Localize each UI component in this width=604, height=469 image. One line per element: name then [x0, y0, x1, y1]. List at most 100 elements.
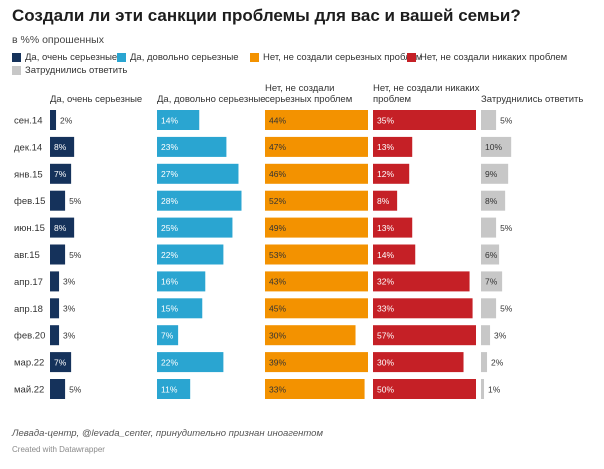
data-label: 15%	[161, 304, 178, 314]
chart-subtitle: в %% опрошенных	[12, 34, 104, 46]
bar	[373, 110, 476, 130]
data-label: 3%	[494, 331, 507, 341]
data-label: 35%	[377, 115, 394, 125]
bar	[481, 244, 500, 265]
credit[interactable]: Created with Datawrapper	[12, 445, 105, 454]
data-label: 14%	[377, 250, 394, 260]
data-label: 49%	[269, 223, 286, 233]
row-label: фев.15	[14, 196, 45, 207]
data-label: 13%	[377, 223, 394, 233]
bar	[373, 136, 413, 157]
data-label: 53%	[269, 250, 286, 260]
data-label: 7%	[485, 277, 498, 287]
bar	[265, 379, 365, 399]
column-header: проблем	[373, 94, 411, 105]
data-label: 43%	[269, 277, 286, 287]
data-label: 3%	[63, 331, 76, 341]
bar	[481, 271, 503, 292]
data-label: 27%	[161, 169, 178, 179]
bar	[50, 244, 66, 265]
data-label: 47%	[269, 142, 286, 152]
bar	[265, 217, 368, 238]
bar	[373, 352, 464, 373]
legend-swatch	[12, 66, 21, 75]
data-label: 8%	[54, 142, 67, 152]
bar	[50, 271, 60, 292]
data-label: 8%	[54, 223, 67, 233]
data-label: 7%	[54, 357, 67, 367]
bar	[50, 110, 57, 130]
bar	[157, 163, 239, 184]
bar	[481, 163, 509, 184]
row-label: апр.18	[14, 304, 43, 315]
bar	[265, 244, 368, 265]
data-label: 8%	[485, 196, 498, 206]
data-label: 50%	[377, 384, 394, 394]
row-label: фев.20	[14, 331, 45, 342]
bar	[373, 298, 473, 319]
row-label: авг.15	[14, 250, 40, 261]
bar	[373, 163, 410, 184]
bar	[157, 244, 224, 265]
bar	[50, 163, 72, 184]
bar	[373, 217, 413, 238]
data-label: 8%	[377, 196, 390, 206]
bar	[157, 298, 203, 319]
column-header: Нет, не создали никаких	[373, 83, 480, 94]
legend-label: Да, довольно серьезные	[130, 52, 239, 63]
bar	[481, 110, 497, 130]
bar	[481, 379, 485, 399]
bar	[373, 244, 416, 265]
bar	[373, 379, 476, 399]
bar	[265, 190, 368, 211]
bar	[50, 325, 60, 346]
bar	[481, 217, 497, 238]
bar	[50, 379, 66, 399]
bar	[50, 190, 66, 211]
bar	[157, 271, 206, 292]
data-label: 22%	[161, 250, 178, 260]
bar	[265, 352, 368, 373]
data-label: 5%	[500, 223, 513, 233]
bar	[265, 271, 368, 292]
data-label: 13%	[377, 142, 394, 152]
bar	[157, 379, 191, 399]
bar	[157, 217, 233, 238]
row-label: янв.15	[14, 169, 43, 180]
bar	[50, 136, 75, 157]
legend-swatch	[407, 53, 416, 62]
legend-item: Нет, не создали серьезных проблем	[250, 52, 422, 63]
bar	[157, 190, 242, 211]
legend-label: Нет, не создали никаких проблем	[420, 52, 568, 63]
data-label: 30%	[269, 331, 286, 341]
bar	[265, 298, 368, 319]
data-label: 3%	[63, 277, 76, 287]
bar	[373, 271, 470, 292]
column-header: Да, довольно серьезные	[157, 94, 266, 105]
legend-item: Затруднились ответить	[12, 65, 127, 76]
data-label: 39%	[269, 357, 286, 367]
legend-item: Да, очень серьезные	[12, 52, 117, 63]
row-label: май.22	[14, 385, 44, 396]
data-label: 9%	[485, 169, 498, 179]
data-label: 22%	[161, 357, 178, 367]
bar	[481, 352, 488, 373]
bar	[50, 298, 60, 319]
data-label: 57%	[377, 331, 394, 341]
row-label: дек.14	[14, 142, 42, 153]
data-label: 44%	[269, 115, 286, 125]
bar	[481, 136, 512, 157]
bar	[50, 217, 75, 238]
source-note: Левада-центр, @levada_center, принудител…	[12, 428, 323, 439]
row-label: апр.17	[14, 277, 43, 288]
data-label: 6%	[485, 250, 498, 260]
bar	[265, 163, 368, 184]
bar	[157, 110, 200, 130]
data-label: 5%	[500, 304, 513, 314]
data-label: 7%	[161, 331, 174, 341]
data-label: 52%	[269, 196, 286, 206]
bar	[481, 298, 497, 319]
data-label: 3%	[63, 304, 76, 314]
chart-title: Создали ли эти санкции проблемы для вас …	[12, 6, 521, 25]
